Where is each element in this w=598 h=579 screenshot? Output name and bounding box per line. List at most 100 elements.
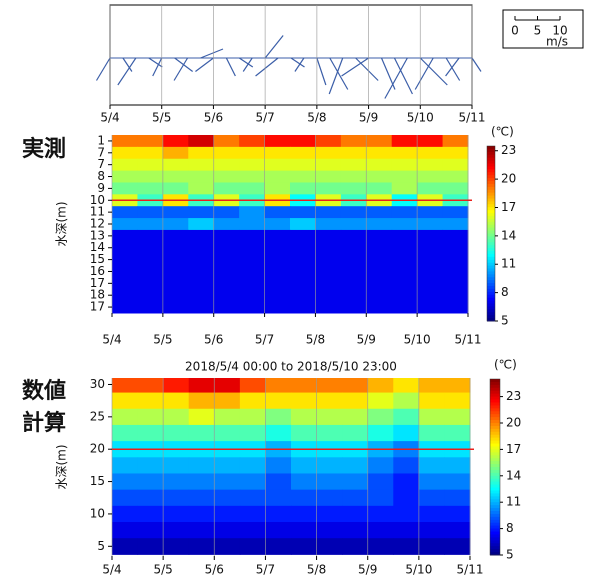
panel-label: 実測 xyxy=(22,136,66,162)
cell xyxy=(188,457,215,474)
cell xyxy=(112,522,139,539)
cell xyxy=(112,135,138,148)
cell xyxy=(417,158,444,172)
cell xyxy=(418,522,445,539)
colorbar-step xyxy=(487,148,495,153)
colorbar-step xyxy=(490,552,500,556)
colorbar-step xyxy=(490,502,500,506)
cell xyxy=(391,253,418,267)
cell xyxy=(316,538,343,555)
cell xyxy=(137,229,164,243)
cell xyxy=(444,424,471,442)
cell xyxy=(163,522,190,539)
wind-stick xyxy=(419,57,448,86)
cell xyxy=(239,489,266,507)
cell xyxy=(213,218,240,231)
cell xyxy=(340,158,367,172)
colorbar-step xyxy=(490,428,500,433)
colorbar-step xyxy=(487,233,495,237)
colorbar-step xyxy=(487,271,495,275)
cell xyxy=(315,277,342,290)
cell xyxy=(444,489,471,507)
cell xyxy=(442,241,469,255)
cell xyxy=(391,289,418,302)
colorbar-step xyxy=(490,434,500,439)
cell xyxy=(291,424,318,442)
cell xyxy=(342,473,369,491)
wind-stick xyxy=(341,57,369,77)
colorbar-step xyxy=(490,443,500,447)
cell xyxy=(137,170,164,183)
cell xyxy=(291,489,318,507)
wind-stick xyxy=(200,48,224,59)
y-tick-label: 10 xyxy=(90,506,105,520)
cell xyxy=(188,505,215,523)
cell xyxy=(265,505,292,523)
cell xyxy=(265,457,292,474)
wind-stick xyxy=(294,57,305,72)
cell xyxy=(315,206,342,219)
colorbar-step xyxy=(490,461,500,465)
cell xyxy=(188,289,215,302)
colorbar-step xyxy=(487,300,495,304)
cell xyxy=(188,301,215,314)
cell xyxy=(265,473,292,491)
colorbar-step xyxy=(490,540,500,544)
cell xyxy=(137,301,164,314)
y-tick-label: 15 xyxy=(90,474,105,488)
cell xyxy=(265,424,292,442)
x-tick-label: 5/9 xyxy=(357,333,376,347)
cell xyxy=(291,408,318,426)
cell xyxy=(442,135,469,148)
cell xyxy=(112,378,139,394)
cell xyxy=(264,218,291,231)
colorbar-label: 8 xyxy=(506,521,514,535)
cell xyxy=(239,457,266,474)
cell xyxy=(239,158,266,172)
cell xyxy=(188,253,215,267)
colorbar-step xyxy=(487,181,495,185)
cell xyxy=(290,206,316,219)
colorbar-title: (℃) xyxy=(494,358,517,372)
cell xyxy=(264,146,291,160)
cell xyxy=(367,457,394,474)
panel-label: 数値 xyxy=(22,378,66,404)
cell xyxy=(290,170,316,183)
colorbar-step xyxy=(490,396,500,401)
cell xyxy=(340,253,367,267)
colorbar-step xyxy=(490,420,500,424)
cell xyxy=(417,301,444,314)
colorbar-step xyxy=(487,207,495,211)
colorbar-step xyxy=(490,549,500,553)
cell xyxy=(112,505,139,523)
cell xyxy=(442,218,469,231)
wind-stick xyxy=(173,57,189,81)
cell xyxy=(264,135,291,148)
cell xyxy=(214,522,241,539)
cell xyxy=(137,206,164,219)
colorbar-step xyxy=(490,387,500,392)
cell xyxy=(366,135,393,148)
cell xyxy=(393,505,420,523)
cell xyxy=(417,135,444,148)
colorbar-step xyxy=(490,399,500,403)
cell xyxy=(239,289,266,302)
cell xyxy=(393,392,420,410)
colorbar-step xyxy=(487,169,495,173)
cell xyxy=(290,182,316,195)
cell xyxy=(393,473,420,491)
colorbar-step xyxy=(490,402,500,406)
cell xyxy=(391,218,418,231)
cell xyxy=(214,392,241,410)
cell xyxy=(316,378,343,394)
scale-unit: m/s xyxy=(546,35,568,49)
cell xyxy=(290,229,316,243)
colorbar-step xyxy=(487,166,495,170)
x-tick-label: 5/4 xyxy=(102,333,121,347)
cell xyxy=(239,253,266,267)
cell xyxy=(442,158,469,172)
cell xyxy=(213,146,240,160)
colorbar-step xyxy=(487,283,495,287)
cell xyxy=(137,505,164,523)
y-tick-label: 15 xyxy=(90,252,105,266)
